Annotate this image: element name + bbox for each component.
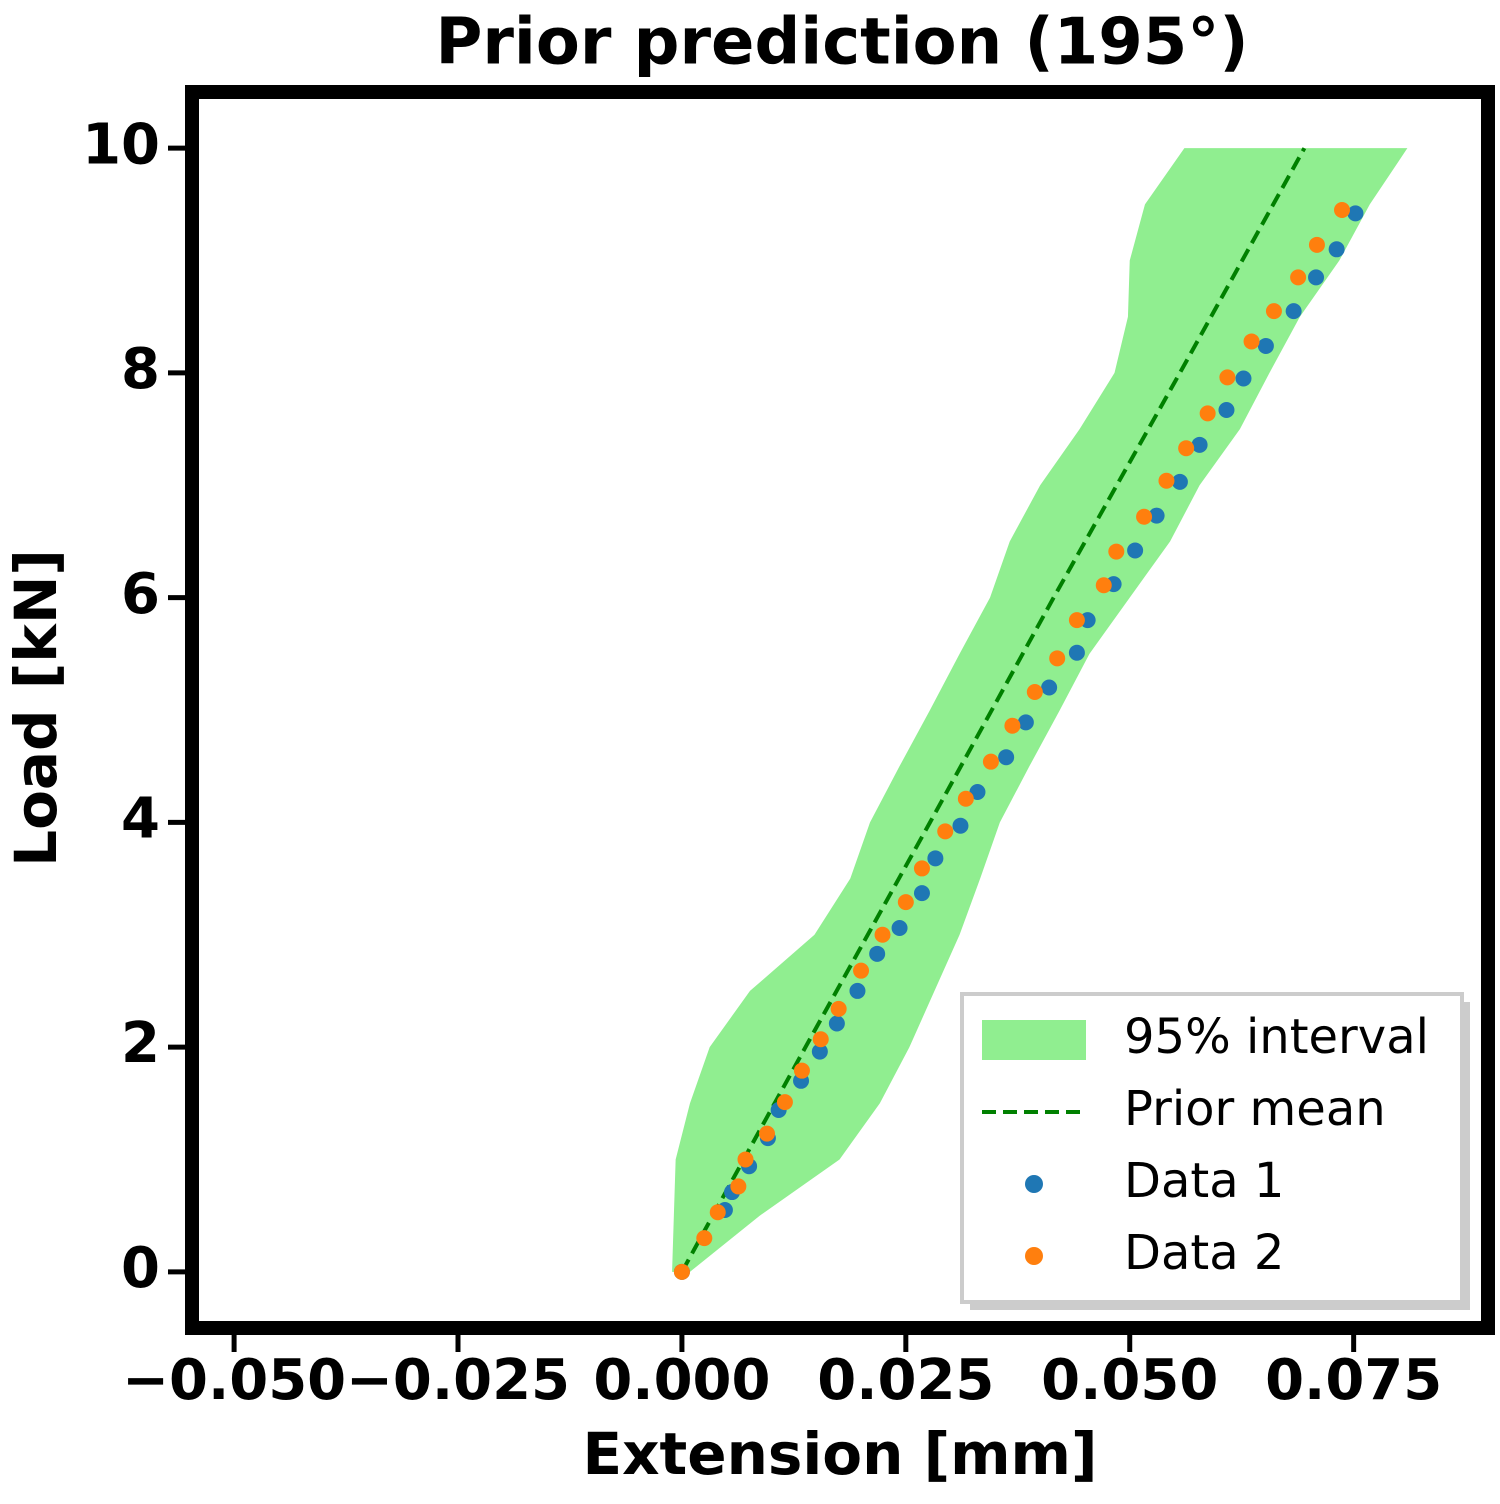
data-point xyxy=(1199,405,1216,422)
y-tick-label: 2 xyxy=(121,1011,160,1076)
data-point xyxy=(853,962,870,979)
data-point xyxy=(1285,303,1302,320)
data-point xyxy=(998,749,1015,766)
x-axis-label: Extension [mm] xyxy=(582,1420,1097,1488)
data-point xyxy=(874,926,891,943)
y-tick-label: 8 xyxy=(121,337,160,402)
x-tick-label: 0.075 xyxy=(1265,1348,1442,1413)
data-point xyxy=(1127,542,1144,559)
data-point xyxy=(730,1178,747,1195)
data-point xyxy=(982,753,999,770)
data-point xyxy=(737,1151,754,1168)
data-point xyxy=(696,1230,713,1247)
x-tick-label: 0.000 xyxy=(593,1348,770,1413)
data-point xyxy=(1148,507,1165,524)
data-point xyxy=(927,850,944,867)
x-tick-label: −0.025 xyxy=(346,1348,570,1413)
data-point xyxy=(1178,440,1195,457)
data-point xyxy=(1095,577,1112,594)
data-point xyxy=(1308,236,1325,253)
data-point xyxy=(1158,472,1175,489)
data-point xyxy=(1041,679,1058,696)
data-point xyxy=(1108,543,1125,560)
data-point xyxy=(1017,714,1034,731)
y-tick-label: 10 xyxy=(82,112,160,177)
data-point xyxy=(1265,303,1282,320)
data-point xyxy=(673,1263,690,1280)
y-tick-label: 0 xyxy=(121,1236,160,1301)
data-point xyxy=(1308,269,1325,286)
plot-frame xyxy=(185,85,1495,1335)
data-point xyxy=(1347,205,1364,222)
data-point xyxy=(952,817,969,834)
data-point xyxy=(969,784,986,801)
data-point xyxy=(1068,644,1085,661)
data-point xyxy=(812,1031,829,1048)
data-point xyxy=(913,885,930,902)
data-point xyxy=(869,945,886,962)
x-tick-label: −0.050 xyxy=(122,1348,346,1413)
legend: 95% interval Prior mean Data 1 Data 2 xyxy=(960,992,1470,1310)
legend-label: Data 1 xyxy=(1124,1153,1284,1209)
legend-label: Data 2 xyxy=(1124,1225,1284,1281)
plot-area xyxy=(672,147,1408,1280)
x-tick-label: 0.050 xyxy=(1041,1348,1218,1413)
data-point xyxy=(811,1043,828,1060)
data-point xyxy=(776,1094,793,1111)
data-point xyxy=(759,1125,776,1142)
legend-swatch xyxy=(1025,1175,1043,1193)
data-point xyxy=(1004,717,1021,734)
data-point xyxy=(1068,612,1085,629)
data-point xyxy=(793,1062,810,1079)
y-tick-label: 4 xyxy=(121,787,160,852)
data-point xyxy=(849,982,866,999)
data-point xyxy=(1171,473,1188,490)
data-point xyxy=(828,1015,845,1032)
data-point xyxy=(897,894,914,911)
data-point xyxy=(1219,369,1236,386)
data-point xyxy=(1026,684,1043,701)
data-point xyxy=(1334,201,1351,218)
mean-line xyxy=(680,147,1307,1273)
data-point xyxy=(1328,241,1345,258)
y-tick-label: 6 xyxy=(121,562,160,627)
data-point xyxy=(1136,508,1153,525)
data-point xyxy=(913,860,930,877)
data-point xyxy=(709,1204,726,1221)
data-point xyxy=(1191,436,1208,453)
x-tick-label: 0.025 xyxy=(817,1348,994,1413)
chart-title: Prior prediction (195°) xyxy=(435,6,1248,80)
data-point xyxy=(1257,337,1274,354)
data-point xyxy=(1235,370,1252,387)
data-point xyxy=(1243,333,1260,350)
y-axis-label: Load [kN] xyxy=(2,549,70,867)
legend-swatch xyxy=(1025,1247,1043,1265)
legend-swatch xyxy=(982,1020,1086,1060)
legend-label: 95% interval xyxy=(1124,1009,1429,1065)
data-point xyxy=(1218,401,1235,418)
data-point xyxy=(830,1000,847,1017)
data-point xyxy=(957,790,974,807)
legend-label: Prior mean xyxy=(1124,1081,1386,1137)
data-point xyxy=(1290,269,1307,286)
data-point xyxy=(937,823,954,840)
data-point xyxy=(1049,650,1066,667)
data-point xyxy=(891,919,908,936)
